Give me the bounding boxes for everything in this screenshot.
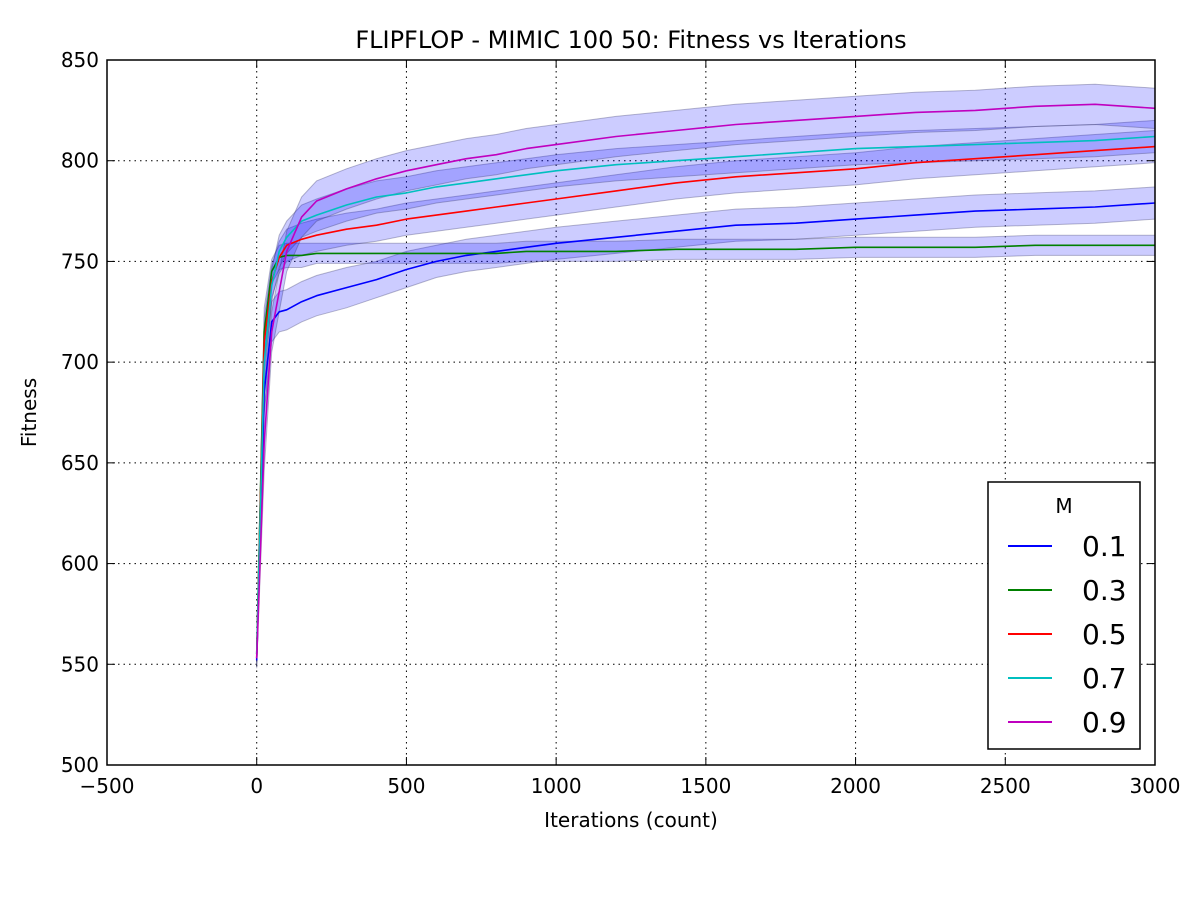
legend-items: 0.1 0.3 0.5 0.7 0.9 [1008, 530, 1127, 739]
y-tick-label: 600 [61, 552, 99, 576]
legend: M 0.1 0.3 0.5 0.7 0.9 [987, 481, 1141, 750]
x-tick-label: 3000 [1130, 774, 1181, 798]
x-tick-label: 1000 [531, 774, 582, 798]
y-tick-label: 800 [61, 149, 99, 173]
y-tick-label: 700 [61, 350, 99, 374]
y-axis-title: Fitness [17, 378, 41, 447]
series-lines [255, 103, 1156, 661]
series-line-0-9 [255, 103, 1156, 659]
legend-label-0-9: 0.9 [1082, 706, 1127, 739]
y-tick-label: 550 [61, 652, 99, 676]
grid [107, 60, 1155, 765]
series-line-0-1 [255, 202, 1156, 661]
plot-frame [106, 59, 1156, 766]
series-line-0-5 [255, 145, 1156, 659]
legend-box [987, 481, 1141, 750]
y-tick-label: 650 [61, 451, 99, 475]
x-tick-label: 2000 [830, 774, 881, 798]
legend-label-0-1: 0.1 [1082, 530, 1127, 563]
x-tick-label: 500 [387, 774, 425, 798]
x-tick-label: 1500 [680, 774, 731, 798]
x-tick-label: 0 [250, 774, 263, 798]
y-tick-label: 500 [61, 753, 99, 777]
legend-label-0-3: 0.3 [1082, 574, 1127, 607]
chart-title: FLIPFLOP - MIMIC 100 50: Fitness vs Iter… [355, 26, 906, 54]
legend-label-0-5: 0.5 [1082, 618, 1127, 651]
legend-title: M [1055, 494, 1072, 518]
legend-label-0-7: 0.7 [1082, 662, 1127, 695]
y-tick-label: 850 [61, 48, 99, 72]
x-tick-label: 2500 [980, 774, 1031, 798]
x-tick-label: −500 [80, 774, 135, 798]
series-line-0-7 [255, 135, 1156, 655]
x-axis-title: Iterations (count) [544, 808, 718, 832]
y-tick-label: 750 [61, 249, 99, 273]
axis-ticks: −500 0 500 1000 1500 2000 2500 3000 500 550 600 650… [61, 48, 1181, 798]
